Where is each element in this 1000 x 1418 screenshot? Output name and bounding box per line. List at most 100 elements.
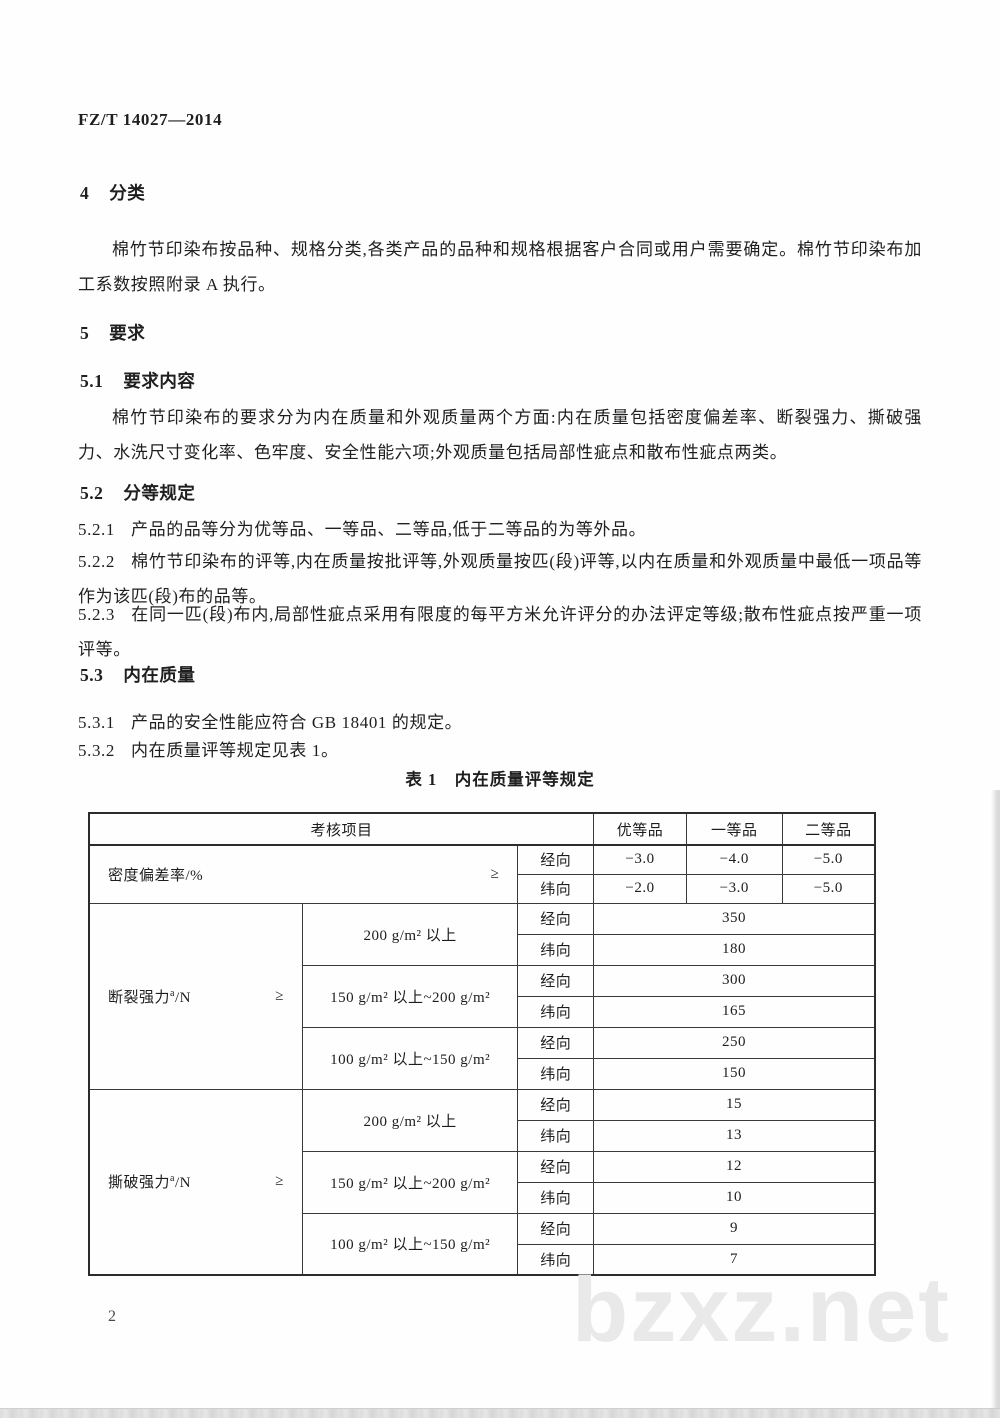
value-all-grades: 350 — [593, 902, 876, 935]
direction-weft: 纬向 — [517, 1243, 595, 1276]
table-row: 纬向 180 — [89, 933, 876, 966]
table-row: 150 g/m² 以上~200 g/m² 经向 12 — [89, 1150, 876, 1214]
table-row: 密度偏差率/% ≥ 经向 −3.0 −4.0 −5.0 — [88, 844, 876, 904]
table-header-row: 考核项目 优等品 一等品 二等品 — [88, 812, 876, 846]
scan-bottom-bar — [0, 1408, 1000, 1418]
ge-symbol: ≥ — [275, 987, 284, 1004]
section-title: 要求内容 — [123, 371, 196, 391]
value-all-grades: 300 — [593, 964, 876, 997]
header-grade-first: 一等品 — [685, 812, 783, 846]
direction-warp: 经向 — [517, 1212, 595, 1245]
value-all-grades: 7 — [593, 1243, 876, 1276]
section-number: 5.2 — [80, 483, 104, 503]
value-all-grades: 13 — [593, 1119, 876, 1152]
clause-text: 产品的安全性能应符合 GB 18401 的规定。 — [131, 713, 463, 732]
section-title: 要求 — [109, 323, 146, 343]
breaking-strength-label-cell: 断裂强力a/N ≥ — [88, 902, 303, 1090]
value-all-grades: 12 — [593, 1150, 876, 1183]
direction-warp: 经向 — [517, 902, 595, 935]
weight-range: 150 g/m² 以上~200 g/m² — [301, 964, 519, 1028]
table-row: 断裂强力a/N ≥ 200 g/m² 以上 经向 350 — [88, 902, 876, 1090]
paragraph-requirements: 棉竹节印染布的要求分为内在质量和外观质量两个方面:内在质量包括密度偏差率、断裂强… — [78, 408, 922, 462]
watermark: bzxz.net — [572, 1259, 951, 1361]
direction-weft: 纬向 — [517, 1057, 595, 1090]
clause-text: 棉竹节印染布的评等,内在质量按批评等,外观质量按匹(段)评等,以内在质量和外观质… — [78, 552, 922, 606]
value-premium: −3.0 — [593, 844, 687, 875]
value-all-grades: 10 — [593, 1181, 876, 1214]
direction-weft: 纬向 — [517, 933, 595, 966]
section-heading-5: 5 要求 — [80, 320, 145, 345]
weight-range: 100 g/m² 以上~150 g/m² — [301, 1212, 519, 1276]
value-all-grades: 180 — [593, 933, 876, 966]
footnote-ref: a — [170, 1173, 175, 1185]
section-title: 分类 — [109, 183, 146, 203]
direction-warp: 经向 — [517, 1150, 595, 1183]
direction-warp: 经向 — [517, 964, 595, 997]
weight-range: 200 g/m² 以上 — [301, 1088, 519, 1152]
clause-number: 5.2.1 — [78, 520, 115, 539]
weight-range: 200 g/m² 以上 — [301, 902, 519, 966]
value-first: −4.0 — [685, 844, 783, 875]
tearing-strength-label-cell: 撕破强力a/N ≥ — [88, 1088, 303, 1276]
standard-number: FZ/T 14027—2014 — [78, 110, 223, 129]
section-number: 5.1 — [80, 371, 104, 391]
header-grade-second: 二等品 — [781, 812, 876, 846]
density-deviation-label-cell: 密度偏差率/% ≥ — [88, 844, 519, 904]
clause-5-2-2: 5.2.2 棉竹节印染布的评等,内在质量按批评等,外观质量按匹(段)评等,以内在质… — [78, 544, 922, 614]
clause-text: 在同一匹(段)布内,局部性疵点采用有限度的每平方米允许评分的办法评定等级;散布性… — [78, 605, 922, 659]
table-row: 100 g/m² 以上~150 g/m² 经向 9 — [89, 1212, 876, 1276]
value-first: −3.0 — [685, 873, 783, 904]
direction-warp: 经向 — [517, 1026, 595, 1059]
direction-warp: 经向 — [517, 1088, 595, 1121]
direction-weft: 纬向 — [517, 873, 595, 904]
value-all-grades: 15 — [593, 1088, 876, 1121]
clause-number: 5.3.2 — [78, 741, 115, 760]
value-second: −5.0 — [781, 873, 876, 904]
section-number: 5.3 — [80, 665, 104, 685]
clause-5-2-3: 5.2.3 在同一匹(段)布内,局部性疵点采用有限度的每平方米允许评分的办法评定等… — [78, 597, 922, 667]
clause-number: 5.2.2 — [78, 552, 115, 571]
value-second: −5.0 — [781, 844, 876, 875]
ge-symbol: ≥ — [490, 865, 500, 882]
section-title: 分等规定 — [123, 483, 196, 503]
footnote-ref: a — [170, 987, 175, 999]
value-all-grades: 165 — [593, 995, 876, 1028]
breaking-strength-label: 断裂强力a/N — [108, 987, 191, 1006]
table-row: 纬向 7 — [89, 1243, 876, 1276]
page-number: 2 — [108, 1308, 116, 1325]
clause-text: 内在质量评等规定见表 1。 — [131, 741, 339, 760]
direction-weft: 纬向 — [517, 995, 595, 1028]
value-all-grades: 150 — [593, 1057, 876, 1090]
direction-warp: 经向 — [517, 844, 595, 875]
density-deviation-label: 密度偏差率/% — [108, 867, 204, 884]
header-grade-premium: 优等品 — [593, 812, 687, 846]
value-premium: −2.0 — [593, 873, 687, 904]
clause-text: 产品的品等分为优等品、一等品、二等品,低于二等品的为等外品。 — [131, 520, 647, 539]
section-heading-5-1: 5.1 要求内容 — [80, 368, 195, 393]
paragraph-classification: 棉竹节印染布按品种、规格分类,各类产品的品种和规格根据客户合同或用户需要确定。棉… — [78, 240, 922, 294]
weight-range: 150 g/m² 以上~200 g/m² — [301, 1150, 519, 1214]
table-row: 纬向 −2.0 −3.0 −5.0 — [89, 873, 876, 904]
section-heading-5-3: 5.3 内在质量 — [80, 662, 195, 687]
section-number: 4 — [80, 183, 90, 203]
clause-number: 5.3.1 — [78, 713, 115, 732]
clause-number: 5.2.3 — [78, 605, 115, 624]
direction-weft: 纬向 — [517, 1181, 595, 1214]
ge-symbol: ≥ — [275, 1173, 284, 1190]
table-row: 撕破强力a/N ≥ 200 g/m² 以上 经向 15 — [88, 1088, 876, 1276]
header-item: 考核项目 — [88, 812, 595, 846]
table-1-internal-quality-grading: 考核项目 优等品 一等品 二等品 密度偏差率/% ≥ 经向 −3.0 −4.0 … — [88, 812, 876, 1276]
table-row: 纬向 150 — [89, 1057, 876, 1090]
scan-edge-shadow — [991, 790, 1000, 1408]
direction-weft: 纬向 — [517, 1119, 595, 1152]
value-all-grades: 9 — [593, 1212, 876, 1245]
table-caption: 表 1 内在质量评等规定 — [405, 770, 595, 789]
section-heading-4: 4 分类 — [80, 180, 145, 205]
table-row: 150 g/m² 以上~200 g/m² 经向 300 — [89, 964, 876, 1028]
tearing-strength-label: 撕破强力a/N — [108, 1173, 191, 1192]
clause-5-2-1: 5.2.1 产品的品等分为优等品、一等品、二等品,低于二等品的为等外品。 — [78, 512, 922, 547]
section-title: 内在质量 — [123, 665, 196, 685]
table-row: 纬向 165 — [89, 995, 876, 1028]
value-all-grades: 250 — [593, 1026, 876, 1059]
